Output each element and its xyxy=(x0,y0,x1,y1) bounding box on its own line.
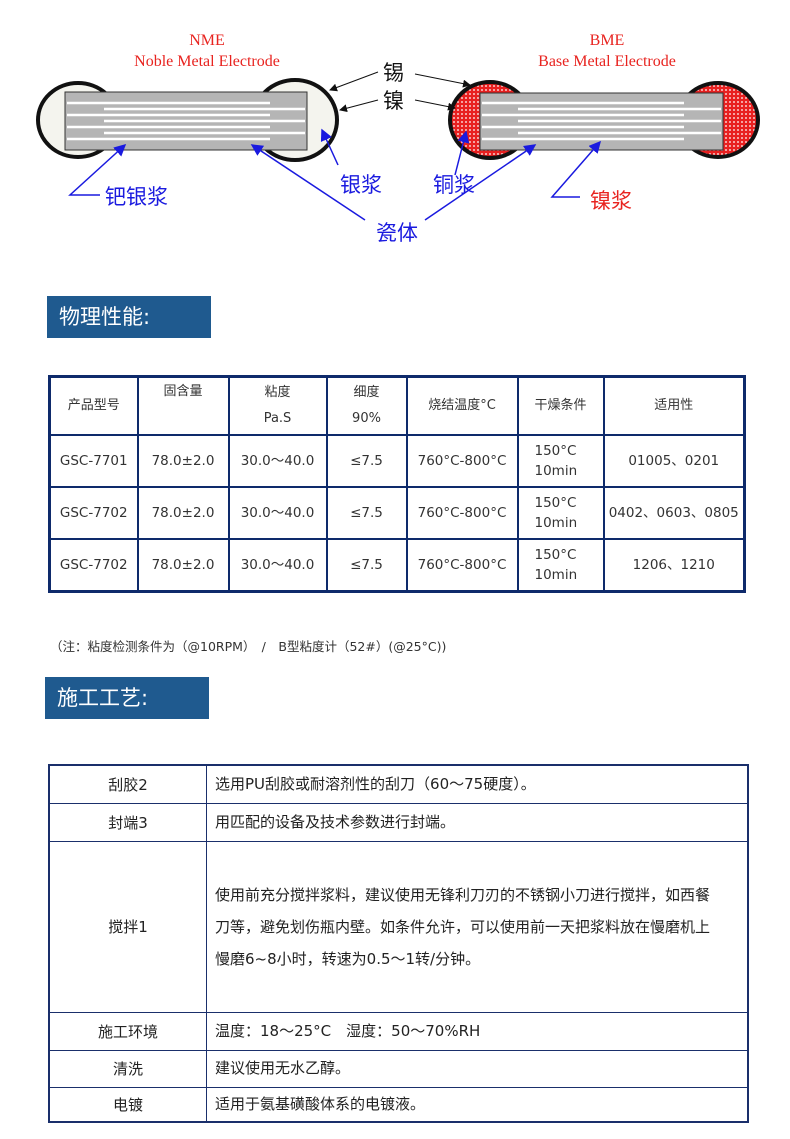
header-line: Pa.S xyxy=(263,411,292,426)
table-cell: ≤7.5 xyxy=(325,434,408,488)
process-row: 电镀 适用于氨基磺酸体系的电镀液。 xyxy=(48,1086,749,1122)
table-cell: 150°C 10min xyxy=(516,434,605,488)
viscosity-note: （注：粘度检测条件为（@10RPM） / B型粘度计（52#）(@25°C)) xyxy=(50,639,447,654)
cell-line: 150°C xyxy=(534,443,577,459)
table-cell: 150°C 10min xyxy=(516,486,605,540)
table-cell: 760°C-800°C xyxy=(405,538,519,593)
nme-capacitor xyxy=(36,78,339,162)
table-cell: 760°C-800°C xyxy=(405,434,519,488)
process-detail: 选用PU刮胶或耐溶剂性的刮刀（60～75硬度）。 xyxy=(206,764,749,804)
cell-line: 10min xyxy=(534,567,578,583)
header-cell: 固含量 xyxy=(136,375,230,436)
process-step: 搅拌1 xyxy=(48,840,207,1013)
nme-bme-diagram: NME Noble Metal Electrode BME Base Metal… xyxy=(36,32,760,245)
table-cell: 30.0～40.0 xyxy=(227,434,328,488)
table-cell: GSC-7702 xyxy=(48,538,139,593)
arrows xyxy=(68,71,601,221)
bme-title: BME xyxy=(590,32,625,49)
header-cell: 适用性 xyxy=(602,375,746,436)
process-row: 刮胶2 选用PU刮胶或耐溶剂性的刮刀（60～75硬度）。 xyxy=(48,764,749,804)
header-line: 粘度 xyxy=(264,385,291,400)
label-ceramic: 瓷体 xyxy=(376,221,418,245)
cell-line: 150°C xyxy=(534,495,577,511)
bme-capacitor xyxy=(448,80,760,160)
label-ni-paste: 镍浆 xyxy=(590,189,632,213)
table-cell: 0402、0603、0805 xyxy=(602,486,746,540)
process-step: 封端3 xyxy=(48,802,207,842)
table-cell: 30.0～40.0 xyxy=(227,538,328,593)
header-line: 90% xyxy=(352,411,381,426)
header-cell: 烧结温度°C xyxy=(405,375,519,436)
nme-title: NME xyxy=(189,32,225,49)
table-row: GSC-7701 78.0±2.0 30.0～40.0 ≤7.5 760°C-800°C… xyxy=(48,434,746,488)
table-cell: ≤7.5 xyxy=(325,538,408,593)
label-tin: 锡 xyxy=(383,61,404,85)
properties-table: 产品型号 固含量 粘度 Pa.S 细度 90% 烧结温度°C 干燥条件 适用性 GS… xyxy=(48,375,746,593)
process-detail: 适用于氨基磺酸体系的电镀液。 xyxy=(206,1086,749,1122)
label-pd-ag-paste: 钯银浆 xyxy=(105,185,168,209)
header-cell: 干燥条件 xyxy=(516,375,605,436)
process-step: 刮胶2 xyxy=(48,764,207,804)
table-cell: ≤7.5 xyxy=(325,486,408,540)
process-detail: 建议使用无水乙醇。 xyxy=(206,1049,749,1088)
label-nickel: 镍 xyxy=(383,89,404,113)
process-detail: 使用前充分搅拌浆料，建议使用无锋利刀刃的不锈钢小刀进行搅拌，如西餐刀等，避免划伤… xyxy=(206,840,749,1013)
process-row: 封端3 用匹配的设备及技术参数进行封端。 xyxy=(48,802,749,842)
bme-subtitle: Base Metal Electrode xyxy=(538,53,676,70)
process-row: 施工环境 温度：18～25°C 湿度：50～70%RH xyxy=(48,1011,749,1051)
process-step: 清洗 xyxy=(48,1049,207,1088)
process-table: 刮胶2 选用PU刮胶或耐溶剂性的刮刀（60～75硬度）。 封端3 用匹配的设备及技术参… xyxy=(48,764,749,1123)
table-cell: 01005、0201 xyxy=(602,434,746,488)
table-row: GSC-7702 78.0±2.0 30.0～40.0 ≤7.5 760°C-800°C… xyxy=(48,486,746,540)
nme-subtitle: Noble Metal Electrode xyxy=(134,53,280,70)
cell-line: 150°C xyxy=(534,547,577,563)
header-line: 细度 xyxy=(353,385,380,400)
table-cell: GSC-7702 xyxy=(48,486,139,540)
table-cell: GSC-7701 xyxy=(48,434,139,488)
header-cell: 粘度 Pa.S xyxy=(227,375,328,436)
label-cu-paste: 铜浆 xyxy=(433,173,475,197)
header-cell: 细度 90% xyxy=(325,375,408,436)
table-cell: 78.0±2.0 xyxy=(136,486,230,540)
header-cell: 产品型号 xyxy=(48,375,139,436)
section-title-process: 施工工艺: xyxy=(45,677,209,719)
process-detail: 温度：18～25°C 湿度：50～70%RH xyxy=(206,1011,749,1051)
table-cell: 760°C-800°C xyxy=(405,486,519,540)
process-step: 施工环境 xyxy=(48,1011,207,1051)
cell-line: 10min xyxy=(534,463,578,479)
process-row: 搅拌1 使用前充分搅拌浆料，建议使用无锋利刀刃的不锈钢小刀进行搅拌，如西餐刀等，避… xyxy=(48,840,749,1013)
table-cell: 78.0±2.0 xyxy=(136,434,230,488)
cell-line: 10min xyxy=(534,515,578,531)
process-row: 清洗 建议使用无水乙醇。 xyxy=(48,1049,749,1088)
process-step: 电镀 xyxy=(48,1086,207,1122)
label-ag-paste: 银浆 xyxy=(340,173,382,197)
table-header-row: 产品型号 固含量 粘度 Pa.S 细度 90% 烧结温度°C 干燥条件 适用性 xyxy=(48,375,746,436)
section-title-physical-properties: 物理性能: xyxy=(47,296,211,338)
table-row: GSC-7702 78.0±2.0 30.0～40.0 ≤7.5 760°C-800°C… xyxy=(48,538,746,593)
table-cell: 1206、1210 xyxy=(602,538,746,593)
process-detail: 用匹配的设备及技术参数进行封端。 xyxy=(206,802,749,842)
table-cell: 150°C 10min xyxy=(516,538,605,593)
table-cell: 78.0±2.0 xyxy=(136,538,230,593)
table-cell: 30.0～40.0 xyxy=(227,486,328,540)
